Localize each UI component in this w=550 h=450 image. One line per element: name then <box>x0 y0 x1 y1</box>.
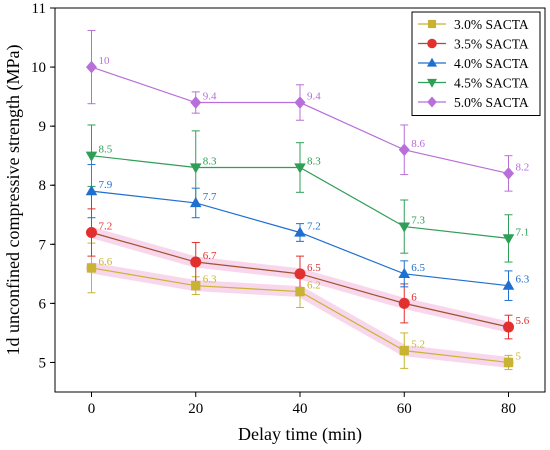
data-label-3-5pct-sacta: 6.5 <box>307 262 321 274</box>
data-label-3-0pct-sacta: 6.3 <box>203 274 217 286</box>
data-label-4-0pct-sacta: 7.2 <box>307 220 321 232</box>
legend-label: 3.0% SACTA <box>454 17 529 32</box>
data-label-5-0pct-sacta: 10 <box>98 55 110 67</box>
data-label-4-5pct-sacta: 8.3 <box>307 156 321 168</box>
legend-marker <box>427 96 437 108</box>
legend-entry-3-0pct-sacta: 3.0% SACTA <box>418 17 529 32</box>
data-point-4-0pct-sacta <box>189 196 202 208</box>
x-tick-label: 40 <box>293 401 308 417</box>
x-tick-label: 0 <box>88 401 96 417</box>
data-label-4-5pct-sacta: 7.1 <box>516 226 530 238</box>
data-label-5-0pct-sacta: 8.6 <box>411 138 425 150</box>
y-tick-label: 8 <box>39 178 47 194</box>
data-point-5-0pct-sacta <box>503 167 515 180</box>
x-tick-label: 20 <box>188 401 203 417</box>
legend-entry-4-5pct-sacta: 4.5% SACTA <box>418 76 529 91</box>
data-point-4-5pct-sacta <box>398 222 411 233</box>
data-point-3-0pct-sacta <box>399 345 409 356</box>
legend-entry-4-0pct-sacta: 4.0% SACTA <box>418 56 529 71</box>
data-labels: 6.6 6.3 6.2 5.2 5 7.2 6.7 6.5 6 5.6 7.9 7.7 7.2 6.5 6.… <box>98 55 529 362</box>
data-label-5-0pct-sacta: 9.4 <box>307 91 321 103</box>
legend-entry-3-5pct-sacta: 3.5% SACTA <box>418 37 529 52</box>
data-label-4-5pct-sacta: 7.3 <box>411 215 425 227</box>
data-label-3-0pct-sacta: 6.6 <box>98 256 112 268</box>
data-label-3-0pct-sacta: 5.2 <box>411 339 425 351</box>
data-point-4-5pct-sacta <box>189 163 202 174</box>
legend-label: 3.5% SACTA <box>454 37 529 52</box>
legend-marker <box>426 57 438 67</box>
data-point-3-0pct-sacta <box>191 280 201 291</box>
y-tick-label: 9 <box>39 119 47 135</box>
data-point-4-5pct-sacta <box>502 234 515 245</box>
data-point-3-5pct-sacta <box>398 297 410 309</box>
data-label-4-0pct-sacta: 6.3 <box>516 274 530 286</box>
data-point-3-0pct-sacta <box>86 263 97 273</box>
data-label-5-0pct-sacta: 8.2 <box>516 161 530 173</box>
legend-label: 4.5% SACTA <box>454 76 529 91</box>
legend: 3.0% SACTA 3.5% SACTA 4.0% SACTA 4.5% SACTA… <box>411 11 541 116</box>
data-label-4-5pct-sacta: 8.3 <box>203 156 217 168</box>
data-point-3-5pct-sacta <box>190 256 202 268</box>
legend-entry-5-0pct-sacta: 5.0% SACTA <box>418 95 529 110</box>
data-point-4-5pct-sacta <box>294 163 306 174</box>
data-point-4-0pct-sacta <box>502 279 515 290</box>
data-label-3-5pct-sacta: 7.2 <box>98 220 112 232</box>
data-label-3-5pct-sacta: 6.7 <box>203 250 217 262</box>
data-point-3-0pct-sacta <box>295 286 305 297</box>
y-tick-label: 10 <box>31 60 46 76</box>
data-point-3-0pct-sacta <box>503 357 514 368</box>
data-point-3-5pct-sacta <box>503 321 515 333</box>
legend-marker <box>427 19 437 29</box>
y-tick-label: 6 <box>39 296 47 312</box>
x-axis-title: Delay time (min) <box>238 424 362 445</box>
x-tick-label: 60 <box>397 401 412 417</box>
data-point-5-0pct-sacta <box>190 96 202 109</box>
legend-marker <box>426 78 438 88</box>
axes: 0 20 40 60 80 5 6 7 8 9 10 11 <box>31 1 546 417</box>
data-point-5-0pct-sacta <box>85 60 97 74</box>
data-label-5-0pct-sacta: 9.4 <box>203 91 217 103</box>
data-point-4-5pct-sacta <box>85 151 98 162</box>
data-label-4-0pct-sacta: 7.7 <box>203 191 217 203</box>
data-label-4-0pct-sacta: 7.9 <box>98 179 112 191</box>
data-point-3-5pct-sacta <box>85 226 97 238</box>
data-label-3-5pct-sacta: 5.6 <box>516 315 530 327</box>
legend-label: 4.0% SACTA <box>454 56 529 71</box>
legend-label: 5.0% SACTA <box>454 95 529 110</box>
data-label-3-0pct-sacta: 6.2 <box>307 280 321 292</box>
data-point-5-0pct-sacta <box>294 96 306 109</box>
x-tick-label: 80 <box>501 401 516 417</box>
y-tick-label: 7 <box>39 237 47 253</box>
data-label-4-5pct-sacta: 8.5 <box>98 144 112 156</box>
data-label-4-0pct-sacta: 6.5 <box>411 262 425 274</box>
data-point-5-0pct-sacta <box>398 143 410 157</box>
y-axis-title: 1d unconfined compressive strength (MPa) <box>3 45 24 356</box>
data-label-3-0pct-sacta: 5 <box>516 350 522 362</box>
data-label-3-5pct-sacta: 6 <box>411 291 417 303</box>
y-tick-label: 11 <box>32 1 46 17</box>
data-point-4-0pct-sacta <box>85 185 98 196</box>
series-markers <box>85 60 515 368</box>
legend-marker <box>427 38 437 49</box>
data-point-4-0pct-sacta <box>294 226 306 237</box>
data-point-3-5pct-sacta <box>294 268 306 280</box>
data-point-4-0pct-sacta <box>398 267 411 278</box>
y-tick-label: 5 <box>39 355 47 371</box>
